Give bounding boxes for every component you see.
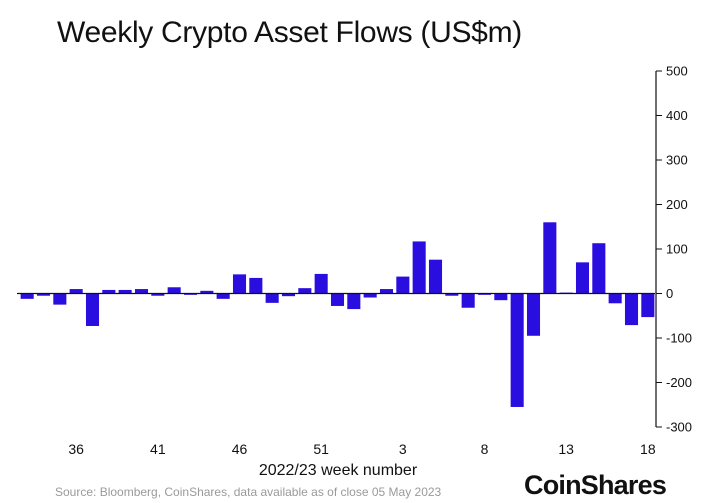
- y-tick-label: 500: [666, 64, 688, 79]
- bar-1: [36, 293, 51, 296]
- bar-32: [543, 222, 557, 294]
- bar-24: [412, 241, 426, 294]
- source-note: Source: Bloomberg, CoinShares, data avai…: [55, 485, 442, 499]
- x-tick-label: 13: [558, 441, 574, 457]
- bar-16: [281, 293, 296, 297]
- bar-10: [183, 293, 198, 295]
- bar-19: [330, 293, 345, 306]
- y-tick-label: 0: [666, 286, 673, 301]
- bar-8: [151, 293, 165, 296]
- bar-26: [445, 293, 459, 296]
- x-tick-label: 41: [150, 441, 166, 457]
- x-tick-label: 36: [68, 441, 84, 457]
- y-tick-label: -300: [666, 420, 692, 435]
- bar-28: [477, 293, 492, 295]
- bar-18: [314, 273, 328, 294]
- bar-9: [167, 287, 181, 294]
- bar-3: [69, 289, 83, 294]
- y-tick-label: 200: [666, 197, 688, 212]
- x-tick-label: 3: [399, 441, 407, 457]
- bar-36: [608, 293, 622, 304]
- bar-29: [494, 293, 508, 301]
- coinshares-logo: CoinShares: [524, 470, 667, 500]
- bar-2: [53, 293, 67, 305]
- bar-27: [461, 293, 475, 308]
- bar-4: [85, 293, 100, 326]
- bar-31: [526, 293, 541, 336]
- x-tick-label: 18: [640, 441, 656, 457]
- bar-6: [118, 289, 132, 294]
- x-tick-label: 46: [232, 441, 248, 457]
- y-tick-label: 400: [666, 108, 688, 123]
- bar-34: [575, 262, 590, 294]
- x-tick-label: 8: [481, 441, 489, 457]
- bar-7: [134, 289, 149, 294]
- bar-30: [510, 293, 524, 407]
- bar-21: [363, 293, 377, 298]
- y-tick-label: -200: [666, 375, 692, 390]
- bar-35: [592, 243, 606, 294]
- bar-17: [298, 288, 312, 294]
- bar-20: [347, 293, 361, 310]
- bar-37: [624, 293, 639, 326]
- y-tick-label: 300: [666, 153, 688, 168]
- bar-38: [641, 293, 655, 318]
- bar-22: [379, 289, 394, 294]
- bar-25: [428, 259, 443, 294]
- chart-title: Weekly Crypto Asset Flows (US$m): [57, 16, 522, 49]
- bar-12: [216, 293, 230, 299]
- bar-0: [20, 293, 34, 299]
- y-tick-label: 100: [666, 242, 688, 257]
- bar-5: [102, 289, 116, 294]
- x-axis-label: 2022/23 week number: [258, 462, 418, 479]
- bar-15: [265, 293, 279, 303]
- bar-23: [396, 276, 410, 294]
- x-tick-label: 51: [313, 441, 329, 457]
- bar-11: [200, 290, 214, 294]
- bar-14: [249, 277, 263, 294]
- bar-13: [232, 274, 247, 294]
- y-tick-label: -100: [666, 331, 692, 346]
